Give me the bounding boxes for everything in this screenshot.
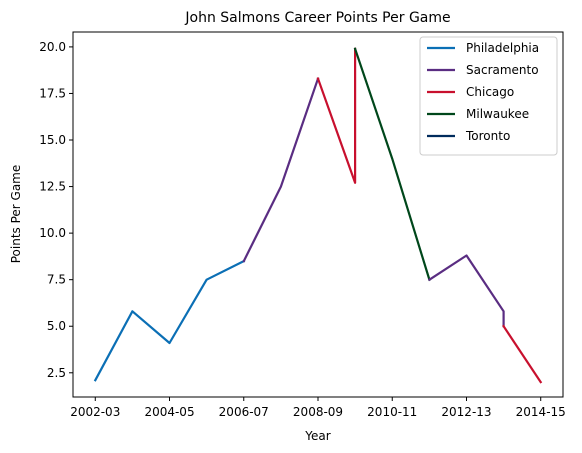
legend: Philadelphia Sacramento Chicago Milwaukee To… xyxy=(419,36,558,156)
legend-label-toronto: Toronto xyxy=(465,129,510,143)
x-tick-label: 2004-05 xyxy=(144,405,194,419)
y-tick-label: 5.0 xyxy=(47,319,66,333)
series-line-chicago-6 xyxy=(502,324,543,384)
x-tick-label: 2012-13 xyxy=(441,405,491,419)
y-tick-label: 12.5 xyxy=(39,180,66,194)
y-tick-label: 17.5 xyxy=(39,86,66,100)
series-line-sacramento-1 xyxy=(242,77,320,263)
chart-title: John Salmons Career Points Per Game xyxy=(184,10,450,26)
x-tick-label: 2014-15 xyxy=(516,405,566,419)
plot-area xyxy=(93,47,543,384)
y-tick-label: 20.0 xyxy=(39,40,66,54)
legend-label-philadelphia: Philadelphia xyxy=(466,41,539,55)
legend-label-chicago: Chicago xyxy=(466,85,514,99)
y-tick-label: 7.5 xyxy=(47,273,66,287)
series-line-chicago-2 xyxy=(316,47,357,184)
series-line-philadelphia-0 xyxy=(93,259,246,382)
y-tick-label: 2.5 xyxy=(47,366,66,380)
legend-label-sacramento: Sacramento xyxy=(466,63,539,77)
series-line-milwaukee-3 xyxy=(353,47,431,282)
y-axis-label: Points Per Game xyxy=(9,165,23,264)
legend-label-milwaukee: Milwaukee xyxy=(466,107,529,121)
x-tick-label: 2008-09 xyxy=(293,405,343,419)
x-axis: 2002-03 2004-05 2006-07 2008-09 2010-11 2012-… xyxy=(70,397,566,419)
x-tick-label: 2010-11 xyxy=(367,405,417,419)
y-tick-label: 15.0 xyxy=(39,133,66,147)
x-tick-label: 2002-03 xyxy=(70,405,120,419)
series-line-sacramento-4 xyxy=(427,254,505,328)
y-tick-label: 10.0 xyxy=(39,226,66,240)
y-axis: 2.5 5.0 7.5 10.0 12.5 15.0 17.5 20.0 xyxy=(39,40,73,380)
x-axis-label: Year xyxy=(304,429,330,443)
x-tick-label: 2006-07 xyxy=(219,405,269,419)
legend-box xyxy=(419,36,558,156)
